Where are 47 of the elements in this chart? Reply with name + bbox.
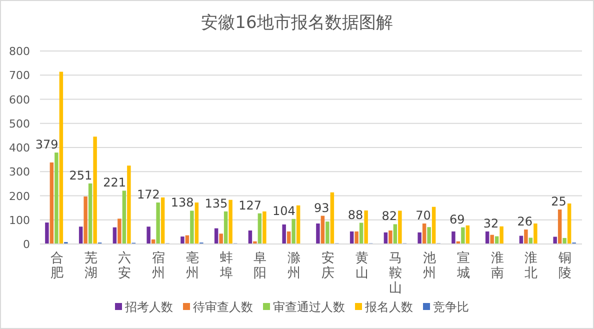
x-tick-label: 阜阳	[254, 251, 267, 281]
data-label: 172	[137, 188, 160, 202]
x-tick-label: 淮北	[524, 251, 538, 281]
legend-label: 招考人数	[124, 300, 173, 314]
x-tick-label: 合肥	[50, 251, 64, 281]
data-label: 221	[103, 176, 126, 190]
data-label: 104	[272, 204, 296, 218]
data-label: 135	[204, 196, 228, 210]
x-tick-label: 铜陵	[558, 251, 572, 281]
data-label: 70	[416, 208, 431, 222]
x-tick-label: 安庆	[321, 250, 334, 281]
data-label: 32	[483, 216, 499, 230]
x-tick-label: 马鞍山	[389, 251, 402, 296]
data-label: 379	[35, 138, 58, 152]
y-tick-label: 300	[9, 166, 30, 179]
data-label: 82	[382, 209, 398, 224]
y-tick-label: 400	[9, 142, 30, 154]
data-label: 127	[238, 198, 262, 212]
x-tick-label: 宣城	[456, 250, 470, 281]
legend-label: 待审查人数	[193, 300, 253, 314]
y-tick-label: 0	[23, 238, 30, 251]
data-label: 138	[170, 196, 194, 210]
x-tick-label: 滁州	[288, 251, 301, 281]
y-tick-label: 600	[9, 93, 30, 106]
legend-label: 审查通过人数	[273, 300, 345, 314]
x-tick-label: 池州	[423, 251, 436, 281]
x-tick-label: 宿州	[152, 250, 166, 281]
data-label: 88	[348, 208, 364, 222]
y-tick-label: 100	[9, 214, 30, 227]
y-tick-label: 800	[9, 45, 30, 58]
y-tick-label: 700	[9, 69, 30, 82]
y-tick-label: 500	[9, 117, 30, 130]
data-label: 25	[551, 194, 566, 208]
data-label: 93	[314, 200, 330, 215]
x-tick-label: 六安	[118, 251, 132, 281]
y-tick-label: 200	[9, 190, 30, 203]
x-tick-label: 黄山	[355, 251, 368, 281]
data-label: 251	[69, 168, 92, 182]
x-tick-label: 亳州	[186, 250, 199, 281]
data-label: 69	[450, 212, 465, 226]
legend-label: 竞争比	[433, 300, 469, 314]
data-label: 26	[517, 214, 533, 229]
x-tick-label: 淮南	[490, 251, 504, 281]
x-tick-label: 芜湖	[84, 251, 98, 281]
x-tick-label: 蚌埠	[218, 251, 233, 281]
chart-title: 安徽16地市报名数据图解	[201, 13, 393, 33]
legend-label: 报名人数	[364, 300, 413, 314]
